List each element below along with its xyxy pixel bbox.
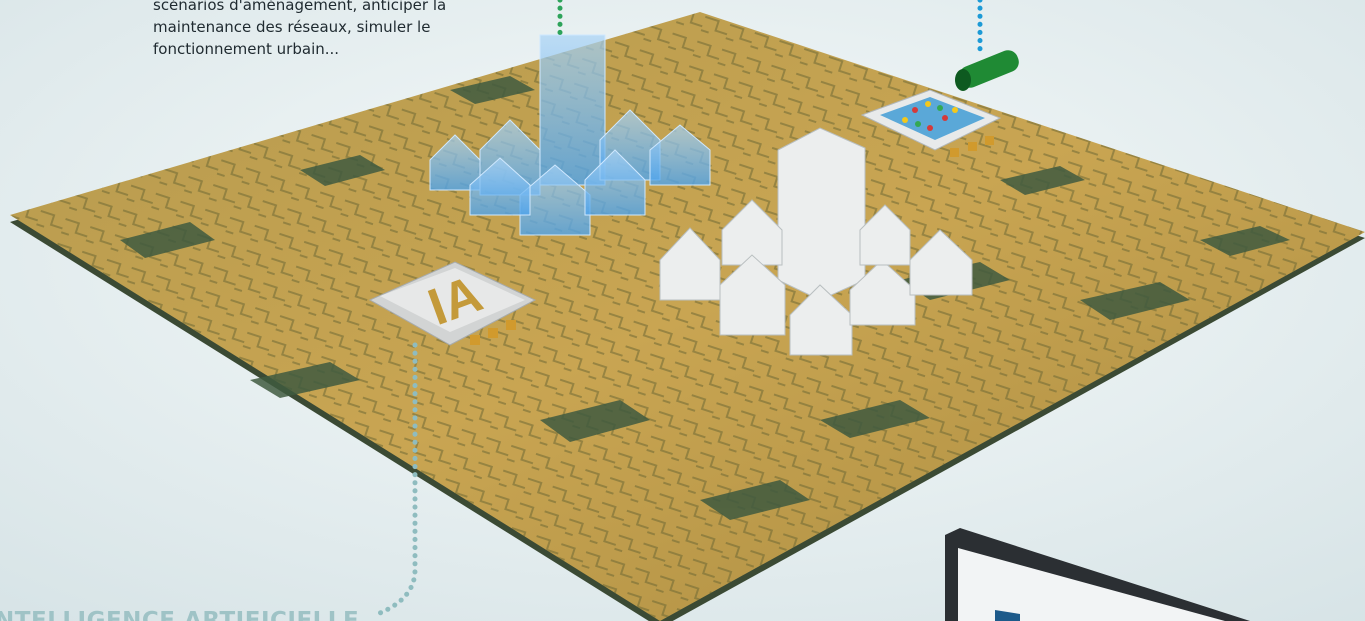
description-line: maintenance des réseaux, simuler le [153, 18, 430, 36]
description-line: scénarios d'aménagement, anticiper la [153, 0, 446, 14]
description-line: fonctionnement urbain... [153, 40, 339, 58]
section-heading: INTELLIGENCE ARTIFICIELLE [0, 608, 359, 621]
illustration: IA scénarios d'aménagement, anticiper la… [0, 0, 1365, 621]
page: {"description": {"lines": ["scénarios d'… [0, 0, 1365, 621]
